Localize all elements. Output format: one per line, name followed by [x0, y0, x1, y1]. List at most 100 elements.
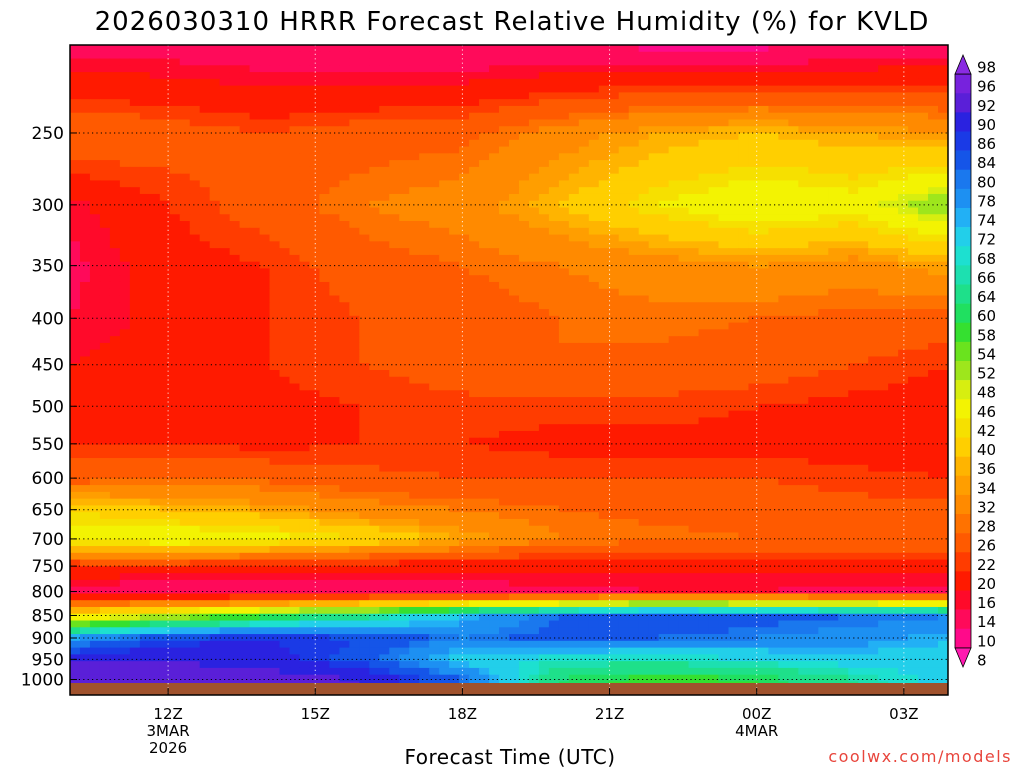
rh-cell — [169, 153, 181, 161]
rh-cell — [868, 227, 879, 236]
rh-cell — [668, 268, 680, 276]
rh-cell — [608, 99, 620, 107]
rh-cell — [758, 85, 770, 93]
rh-cell — [798, 329, 809, 337]
rh-cell — [658, 254, 670, 263]
rh-cell — [129, 85, 141, 93]
rh-cell — [319, 146, 331, 154]
rh-cell — [848, 78, 859, 87]
rh-cell — [688, 193, 700, 202]
rh-cell — [708, 160, 720, 168]
rh-cell — [219, 58, 231, 66]
rh-cell — [79, 254, 91, 263]
rh-cell — [918, 112, 929, 121]
rh-cell — [838, 336, 849, 344]
rh-cell — [309, 119, 321, 127]
rh-cell — [479, 309, 490, 317]
rh-cell — [299, 146, 311, 154]
rh-cell — [479, 417, 490, 425]
rh-cell — [79, 72, 91, 80]
rh-cell — [858, 376, 869, 385]
rh-cell — [249, 309, 261, 317]
rh-cell — [99, 383, 111, 391]
rh-cell — [758, 234, 770, 242]
rh-cell — [409, 288, 420, 297]
rh-cell — [838, 173, 849, 182]
rh-cell — [588, 356, 600, 364]
rh-cell — [698, 72, 710, 80]
rh-cell — [509, 336, 520, 344]
rh-cell — [199, 275, 211, 283]
rh-cell — [648, 302, 660, 310]
rh-cell — [518, 302, 530, 310]
rh-cell — [808, 329, 819, 337]
rh-cell — [479, 410, 490, 418]
rh-cell — [598, 133, 610, 141]
rh-cell — [578, 268, 590, 276]
rh-cell — [369, 322, 380, 330]
rh-cell — [339, 397, 350, 405]
rh-cell — [888, 227, 899, 236]
rh-cell — [728, 221, 740, 229]
rh-cell — [469, 248, 480, 256]
rh-cell — [658, 85, 670, 93]
rh-cell — [728, 146, 740, 154]
rh-cell — [509, 173, 520, 182]
rh-cell — [558, 112, 570, 121]
rh-cell — [329, 126, 340, 134]
rh-cell — [389, 221, 400, 229]
rh-cell — [209, 85, 221, 93]
rh-cell — [818, 214, 829, 222]
rh-cell — [349, 207, 360, 215]
rh-cell — [439, 193, 450, 202]
rh-cell — [219, 275, 231, 283]
rh-cell — [858, 99, 869, 107]
rh-cell — [908, 214, 919, 222]
rh-cell — [748, 72, 760, 80]
rh-cell — [528, 424, 540, 432]
rh-cell — [758, 342, 770, 351]
rh-cell — [259, 85, 271, 93]
rh-cell — [199, 78, 211, 87]
rh-cell — [509, 207, 520, 215]
rh-cell — [109, 410, 121, 418]
rh-cell — [748, 410, 760, 418]
rh-cell — [608, 78, 620, 87]
rh-cell — [768, 336, 779, 344]
rh-cell — [419, 207, 430, 215]
rh-cell — [189, 173, 201, 182]
rh-cell — [369, 146, 380, 154]
rh-cell — [768, 241, 779, 249]
rh-cell — [938, 166, 948, 175]
rh-cell — [638, 58, 650, 66]
rh-cell — [758, 268, 770, 276]
rh-cell — [509, 126, 520, 134]
rh-cell — [469, 105, 480, 114]
rh-cell — [728, 133, 740, 141]
rh-cell — [848, 45, 859, 53]
rh-cell — [708, 390, 720, 398]
rh-cell — [459, 126, 470, 134]
rh-cell — [239, 200, 251, 209]
rh-cell — [798, 133, 809, 141]
rh-cell — [149, 309, 161, 317]
rh-cell — [608, 234, 620, 242]
rh-cell — [499, 139, 510, 148]
rh-cell — [928, 322, 939, 330]
rh-cell — [818, 133, 829, 141]
rh-cell — [778, 45, 789, 53]
rh-cell — [918, 173, 929, 182]
rh-cell — [758, 254, 770, 263]
rh-cell — [718, 342, 730, 351]
rh-cell — [848, 248, 859, 256]
rh-cell — [548, 383, 560, 391]
rh-cell — [109, 268, 121, 276]
rh-cell — [169, 295, 181, 303]
rh-cell — [528, 193, 540, 202]
rh-cell — [369, 214, 380, 222]
rh-cell — [578, 336, 590, 344]
rh-cell — [79, 356, 91, 364]
rh-cell — [119, 227, 131, 236]
rh-cell — [159, 65, 171, 73]
rh-cell — [788, 173, 799, 182]
